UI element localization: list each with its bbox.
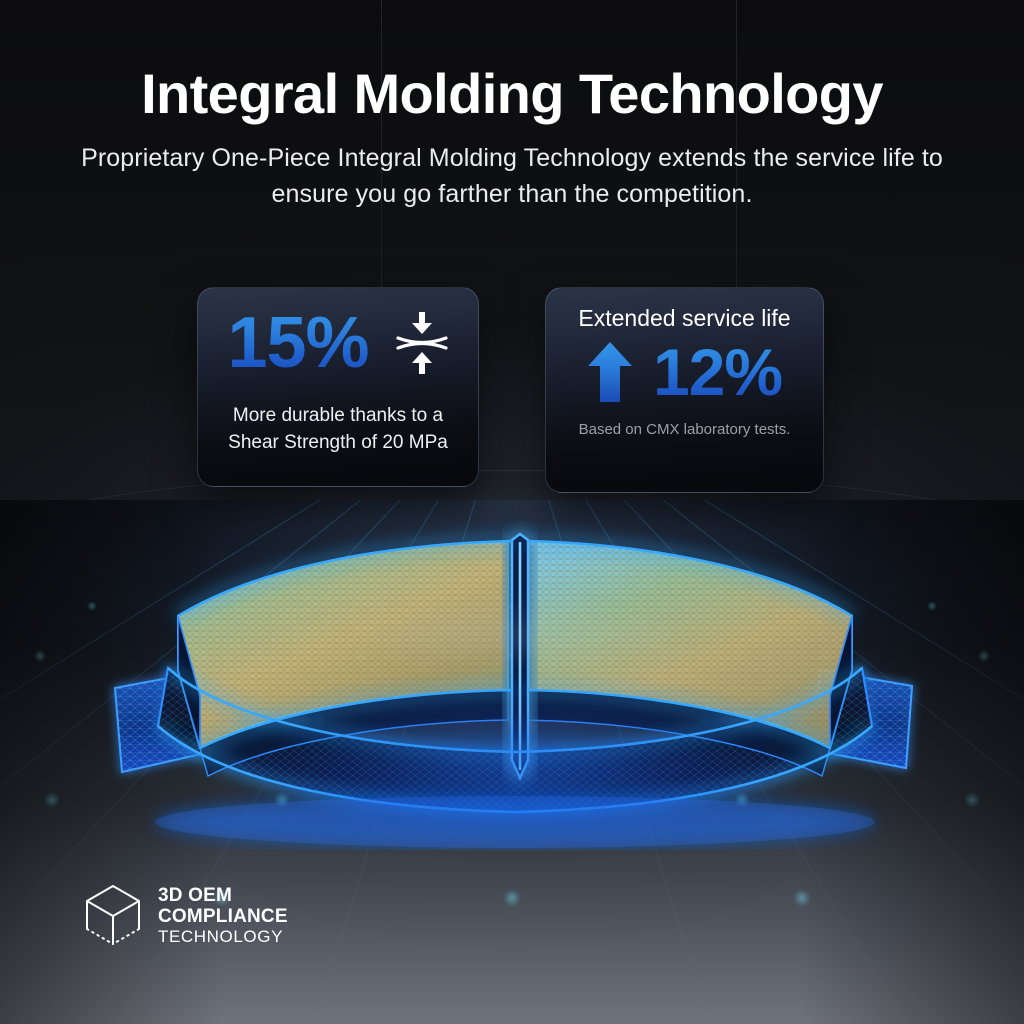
durability-caption: More durable thanks to a Shear Strength … (228, 405, 448, 453)
stat-card-durability: 15% More durable than (197, 287, 479, 487)
brake-pad-svg (113, 532, 914, 848)
stat-card-service-life: Extended service life 12% Based on CMX l… (545, 287, 824, 493)
logo-text-block: 3D OEM COMPLIANCE TECHNOLOGY (158, 884, 288, 947)
durability-value-row: 15% (198, 288, 478, 380)
service-life-note: Based on CMX laboratory tests. (578, 421, 791, 438)
durability-percent: 15% (227, 303, 369, 383)
service-life-value-row: 12% (546, 338, 823, 406)
isometric-cube-icon (86, 885, 140, 945)
pad-floor-reflection (155, 796, 875, 848)
logo-line-1: 3D OEM (158, 884, 233, 906)
page-subtitle: Proprietary One-Piece Integral Molding T… (81, 144, 943, 208)
stat-cards: 15% More durable than (0, 287, 1024, 497)
up-arrow-icon (587, 342, 632, 402)
wall-seam-right (736, 0, 737, 520)
pad-center-slot (510, 532, 530, 781)
header: Integral Molding Technology Proprietary … (0, 62, 1024, 212)
service-life-percent: 12% (652, 335, 783, 409)
page-title: Integral Molding Technology (141, 62, 883, 125)
wall-seam-left (381, 0, 382, 520)
compression-arrows-icon (395, 312, 448, 374)
logo-line-3: TECHNOLOGY (158, 926, 284, 946)
brand-logo: 3D OEM COMPLIANCE TECHNOLOGY (84, 884, 288, 948)
logo-line-2: COMPLIANCE (158, 905, 288, 927)
studio-wall-background (0, 0, 1024, 540)
service-life-heading: Extended service life (578, 305, 791, 331)
brake-pad-wireframe (60, 520, 970, 860)
